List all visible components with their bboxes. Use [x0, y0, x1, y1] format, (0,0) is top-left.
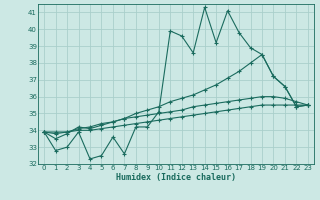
X-axis label: Humidex (Indice chaleur): Humidex (Indice chaleur) — [116, 173, 236, 182]
